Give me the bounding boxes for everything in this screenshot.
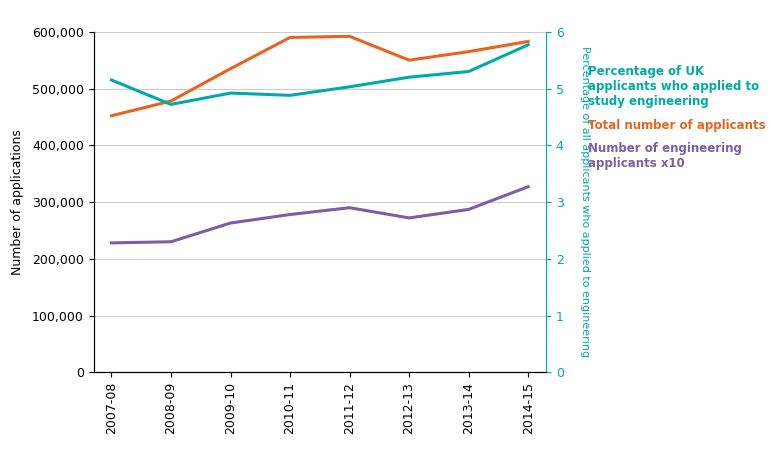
Y-axis label: Number of applications: Number of applications bbox=[11, 129, 23, 275]
Legend: Percentage of UK
applicants who applied to
study engineering, Total number of ap: Percentage of UK applicants who applied … bbox=[588, 65, 766, 170]
Y-axis label: Percentage of all applicants who applied to engineering: Percentage of all applicants who applied… bbox=[580, 46, 590, 358]
